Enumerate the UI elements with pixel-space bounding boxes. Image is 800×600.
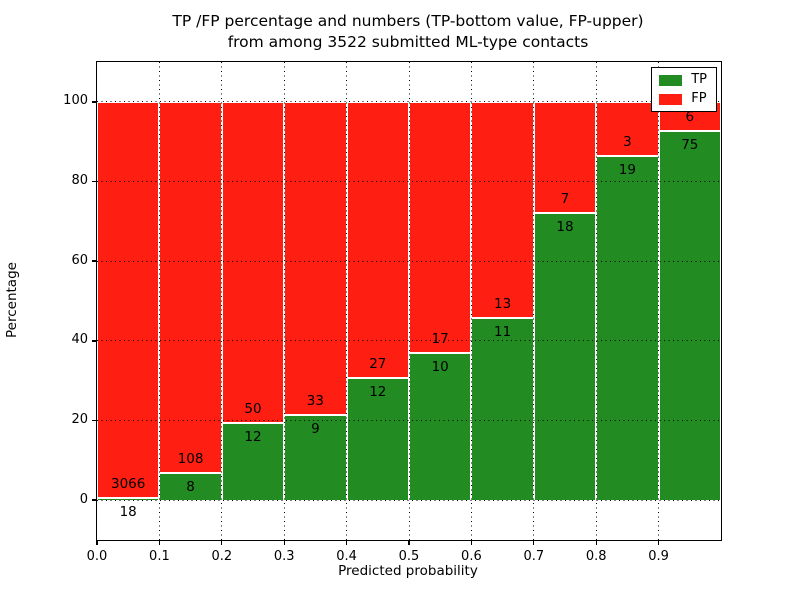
gridline-v xyxy=(470,62,472,540)
bar-label-fp: 7 xyxy=(560,191,570,208)
y-tick-mark xyxy=(92,340,97,342)
legend-swatch-fp xyxy=(659,93,683,105)
x-tick-label: 0.8 xyxy=(585,549,607,564)
bar-label-fp: 50 xyxy=(244,401,262,418)
legend-label-tp: TP xyxy=(691,72,707,87)
bar-fp xyxy=(596,101,659,157)
gridline-v xyxy=(533,62,535,540)
y-tick-label: 0 xyxy=(79,491,88,507)
bar-fp xyxy=(97,101,160,498)
y-tick-label: 100 xyxy=(63,93,88,109)
x-tick-label: 0.1 xyxy=(149,549,170,564)
bar-label-tp: 12 xyxy=(244,429,262,446)
bar-label-fp: 108 xyxy=(177,450,204,467)
gridline-v xyxy=(658,62,660,540)
x-tick-label: 0.5 xyxy=(398,549,420,564)
bar-tp xyxy=(471,317,534,501)
x-tick-mark xyxy=(158,540,161,545)
bar-fp xyxy=(346,101,409,378)
bar-tp xyxy=(284,414,347,501)
legend-item-tp: TP xyxy=(659,73,707,87)
y-tick-label: 80 xyxy=(71,173,88,188)
bar-tp xyxy=(221,423,285,501)
x-tick-label: 0.0 xyxy=(86,549,108,564)
bar-label-fp: 17 xyxy=(431,330,449,347)
bar-fp xyxy=(221,101,285,424)
bar-fp xyxy=(533,101,597,214)
chart-title-line2: from among 3522 submitted ML-type contac… xyxy=(227,33,589,51)
bar-label-fp: 3066 xyxy=(111,475,146,492)
chart-title-line1: TP /FP percentage and numbers (TP-bottom… xyxy=(172,12,644,30)
x-tick-mark xyxy=(657,540,660,545)
gridline-v xyxy=(283,62,285,540)
bar-label-fp: 13 xyxy=(494,295,512,312)
legend-label-fp: FP xyxy=(691,91,707,106)
gridline-v xyxy=(221,62,223,540)
gridline-v xyxy=(408,62,410,540)
x-tick-mark xyxy=(470,540,473,545)
bar-label-fp: 27 xyxy=(369,355,387,372)
x-tick-label: 0.6 xyxy=(461,549,482,564)
y-tick-mark xyxy=(92,180,97,183)
x-tick-mark xyxy=(96,540,98,545)
legend-swatch-tp xyxy=(659,74,683,86)
x-tick-label: 0.2 xyxy=(211,549,233,564)
legend: TP FP xyxy=(651,67,717,112)
bar-fp xyxy=(159,101,222,473)
ticks-layer: 0.0 0.1 0.2 0.3 0.4 0.5 0.6 0.7 0.8 0.9 0 20 40 60 80 1… xyxy=(63,62,721,564)
legend-item-fp: FP xyxy=(659,92,707,106)
y-tick-mark xyxy=(92,419,97,422)
x-axis-label: Predicted probability xyxy=(338,563,478,579)
bar-labels-layer: 3066 18 108 8 50 12 33 9 27 12 17 10 13 11 7 18 3 19 6 75 xyxy=(97,62,721,540)
bar-tp xyxy=(409,352,472,501)
x-tick-mark xyxy=(533,540,535,545)
x-tick-mark xyxy=(595,540,597,545)
bar-fp xyxy=(284,101,347,415)
grid-layer xyxy=(97,62,721,540)
y-tick-label: 60 xyxy=(71,252,88,268)
bar-tp xyxy=(596,156,659,501)
bar-label-tp: 19 xyxy=(618,162,636,179)
x-tick-mark xyxy=(283,540,285,545)
bar-label-fp: 33 xyxy=(306,392,324,409)
x-tick-label: 0.7 xyxy=(523,549,545,564)
bar-fp xyxy=(409,101,472,353)
chart-title: TP /FP percentage and numbers (TP-bottom… xyxy=(96,11,720,53)
gridline-v xyxy=(595,62,597,540)
x-tick-mark xyxy=(221,540,223,545)
bar-label-tp: 18 xyxy=(119,503,137,520)
y-tick-mark xyxy=(92,101,97,103)
bar-label-fp: 3 xyxy=(623,134,632,151)
y-tick-mark xyxy=(92,260,97,262)
bar-tp xyxy=(658,131,721,501)
plot-area: 0.0 0.1 0.2 0.3 0.4 0.5 0.6 0.7 0.8 0.9 0 20 40 60 80 1… xyxy=(63,61,722,564)
x-tick-label: 0.4 xyxy=(336,549,357,564)
gridline-v xyxy=(158,62,160,540)
bar-tp xyxy=(346,377,409,501)
y-tick-mark xyxy=(92,499,97,501)
bar-label-tp: 8 xyxy=(186,478,195,495)
x-tick-mark xyxy=(408,540,410,545)
bar-label-tp: 75 xyxy=(681,137,699,154)
y-tick-label: 40 xyxy=(71,332,88,348)
bar-label-fp: 6 xyxy=(685,109,695,126)
bar-label-tp: 10 xyxy=(431,358,449,375)
y-axis-label: Percentage xyxy=(4,262,20,338)
x-tick-label: 0.3 xyxy=(273,549,295,564)
bar-label-tp: 18 xyxy=(556,219,574,236)
bar-label-tp: 9 xyxy=(311,420,320,437)
bar-label-tp: 12 xyxy=(369,383,387,400)
x-tick-label: 0.9 xyxy=(648,549,669,564)
x-tick-mark xyxy=(345,540,348,545)
bar-tp xyxy=(159,472,222,501)
bar-label-tp: 11 xyxy=(494,323,512,340)
gridline-v xyxy=(346,62,348,540)
bar-tp xyxy=(97,497,160,501)
y-tick-label: 20 xyxy=(71,412,88,427)
